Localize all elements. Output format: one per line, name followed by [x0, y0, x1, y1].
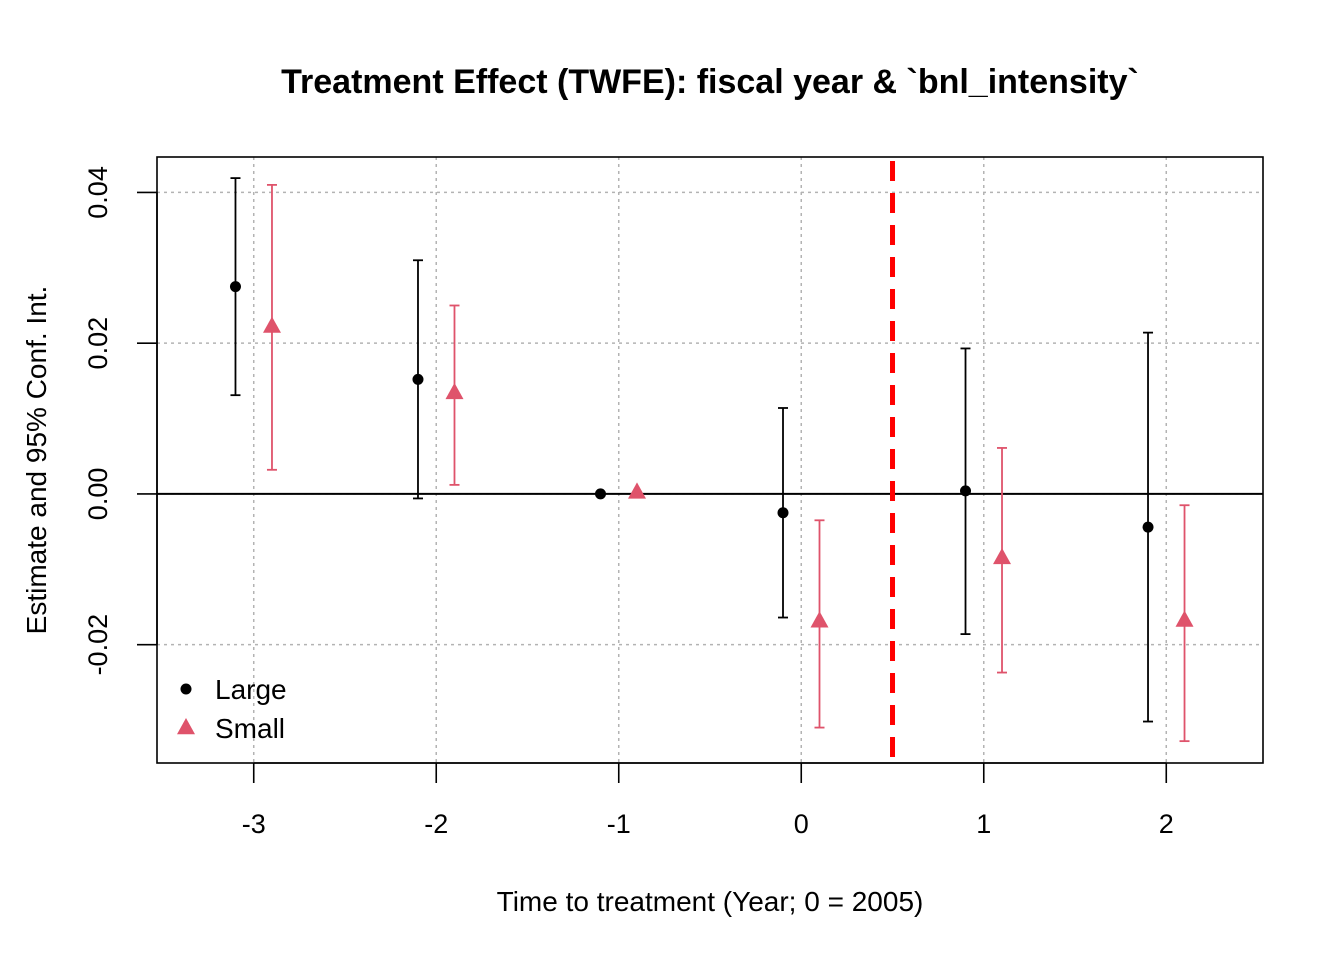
legend-label-large: Large — [215, 674, 287, 705]
point-small-4 — [993, 547, 1012, 565]
y-tick-label-3: 0.04 — [83, 166, 113, 219]
legend-label-small: Small — [215, 713, 285, 744]
x-tick-label-4: 1 — [976, 809, 991, 839]
y-tick-label-1: 0.00 — [83, 468, 113, 521]
x-tick-label-1: -2 — [424, 809, 448, 839]
x-axis: -3 -2 -1 0 1 2 — [242, 762, 1174, 839]
y-tick-label-2: 0.02 — [83, 317, 113, 370]
point-large-5 — [1142, 521, 1154, 533]
point-large-1 — [412, 373, 424, 385]
y-tick-label-0: -0.02 — [83, 614, 113, 676]
point-large-4 — [960, 485, 972, 497]
y-axis-label: Estimate and 95% Conf. Int. — [21, 286, 52, 635]
x-tick-label-2: -1 — [607, 809, 631, 839]
point-small-5 — [1175, 610, 1194, 627]
legend-marker-small — [177, 718, 195, 735]
legend: Large Small — [177, 674, 287, 744]
point-large-0 — [229, 281, 241, 293]
point-small-3 — [810, 611, 829, 628]
point-small-1 — [445, 382, 464, 400]
series-group — [229, 177, 1194, 743]
x-axis-label: Time to treatment (Year; 0 = 2005) — [497, 886, 924, 917]
plot-frame — [156, 156, 1264, 764]
x-tick-label-0: -3 — [242, 809, 266, 839]
legend-marker-large — [180, 683, 192, 695]
chart-title: Treatment Effect (TWFE): fiscal year & `… — [281, 63, 1139, 101]
point-large-2 — [594, 488, 606, 500]
x-tick-label-3: 0 — [794, 809, 809, 839]
point-small-0 — [262, 316, 281, 333]
x-tick-label-5: 2 — [1159, 809, 1174, 839]
series-large — [229, 177, 1154, 723]
point-small-2 — [627, 482, 646, 499]
series-small — [262, 183, 1194, 743]
point-large-3 — [777, 507, 789, 519]
y-axis: -0.02 0.00 0.02 0.04 — [83, 166, 158, 676]
grid — [157, 157, 1263, 763]
